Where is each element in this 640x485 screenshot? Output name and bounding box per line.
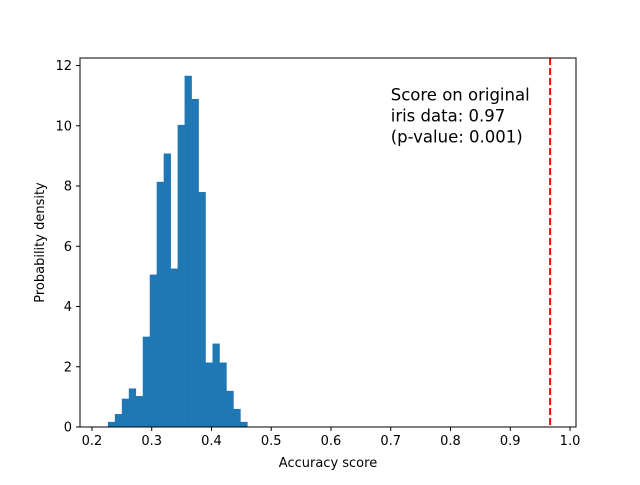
histogram-bar-2: [121, 398, 130, 427]
x-tick-label-4: 0.6: [321, 434, 342, 449]
histogram-bar-13: [198, 192, 206, 427]
y-tick-label-2: 4: [64, 300, 72, 315]
histogram-bar-15: [212, 343, 220, 427]
histogram-bar-4: [135, 395, 144, 427]
y-axis-label: Probability density: [33, 182, 48, 303]
histogram-bar-17: [226, 390, 234, 427]
x-tick-label-5: 0.7: [380, 434, 401, 449]
y-tick-label-5: 10: [55, 119, 72, 134]
histogram-bar-6: [149, 274, 158, 427]
histogram-bar-5: [142, 336, 151, 427]
y-tick-label-0: 0: [64, 421, 72, 436]
histogram-bar-7: [156, 181, 164, 427]
histogram-bars: [107, 75, 248, 428]
x-tick-label-2: 0.4: [201, 434, 222, 449]
histogram-bar-11: [184, 75, 192, 428]
x-tick-label-3: 0.5: [261, 434, 282, 449]
y-tick-label-6: 12: [55, 59, 72, 74]
score-annotation: Score on original iris data: 0.97 (p-val…: [391, 86, 535, 147]
annotation-line-1: Score on original: [391, 86, 530, 105]
histogram-bar-14: [205, 362, 213, 427]
histogram-bar-12: [191, 98, 199, 427]
axes-frame: [79, 57, 577, 428]
histogram-bar-9: [170, 268, 178, 427]
x-tick-label-8: 1.0: [560, 434, 581, 449]
histogram-bar-19: [240, 421, 248, 427]
x-tick-label-6: 0.8: [440, 434, 461, 449]
annotation-line-3: (p-value: 0.001): [391, 128, 523, 147]
histogram-bar-1: [114, 414, 123, 427]
x-tick-label-0: 0.2: [82, 434, 103, 449]
x-tick-label-7: 0.9: [500, 434, 521, 449]
x-tick-label-1: 0.3: [141, 434, 162, 449]
x-axis-label: Accuracy score: [279, 456, 377, 471]
annotation-line-2: iris data: 0.97: [391, 107, 506, 126]
histogram-bar-18: [233, 408, 241, 427]
y-tick-label-3: 6: [64, 240, 72, 255]
y-tick-label-1: 2: [64, 360, 72, 375]
histogram-bar-8: [163, 153, 171, 428]
histogram-bar-0: [107, 421, 116, 427]
y-axis-ticks: 0 2 4 6 8 10 12: [55, 59, 80, 436]
histogram-bar-10: [177, 124, 185, 428]
y-tick-label-4: 8: [64, 180, 72, 195]
x-axis-ticks: 0.2 0.3 0.4 0.5 0.6 0.7 0.8 0.9 1.0: [82, 427, 581, 449]
histogram-bar-16: [219, 362, 227, 427]
histogram-bar-3: [128, 388, 137, 427]
